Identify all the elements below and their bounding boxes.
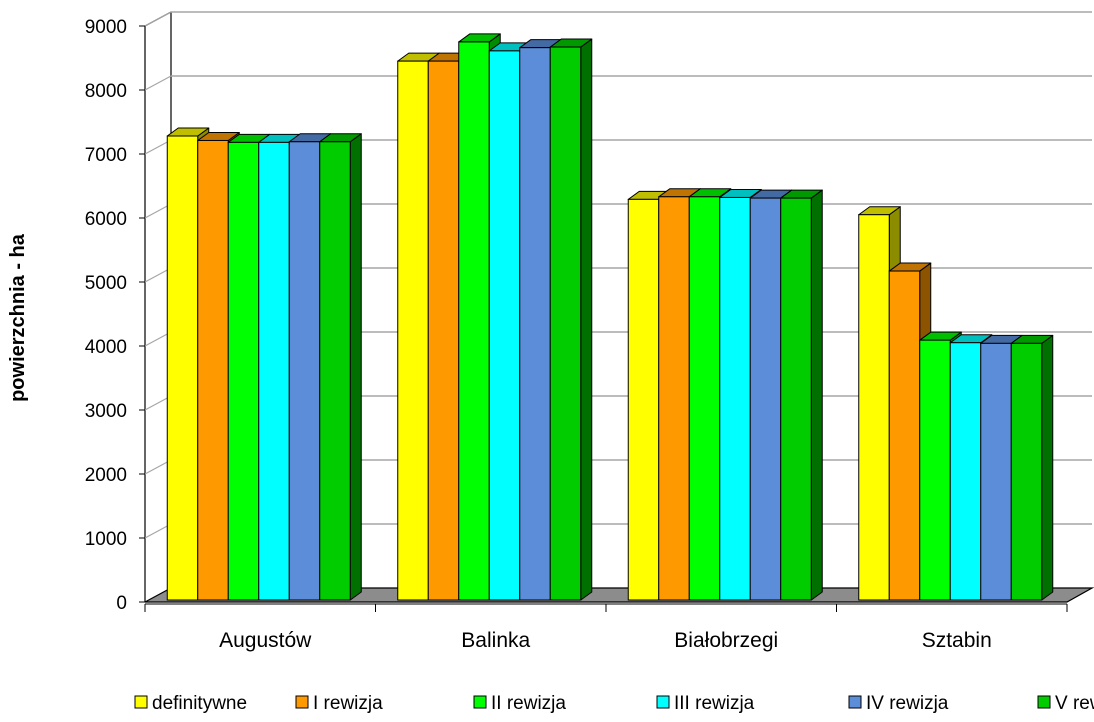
x-tick-label: Białobrzegi [674, 629, 778, 652]
legend-item: I rewizja [295, 693, 383, 714]
legend-item: definitywne [134, 693, 247, 714]
gridline-side [144, 75, 172, 91]
y-tick-label: 8000 [85, 81, 127, 102]
legend-item: II rewizja [473, 693, 566, 714]
y-tick-label: 1000 [85, 529, 127, 550]
bar [1010, 334, 1054, 601]
gridline-side [144, 139, 172, 155]
gridline-side [144, 459, 172, 475]
x-tick-label: Augustów [219, 629, 312, 652]
gridline-side [144, 11, 172, 27]
legend-swatch [1037, 695, 1051, 709]
legend-label: I rewizja [313, 693, 383, 714]
legend-item: IV rewizja [848, 693, 949, 714]
legend-swatch [295, 695, 309, 709]
bar [780, 189, 823, 601]
legend-item: III rewizja [656, 693, 755, 714]
bar [549, 38, 593, 601]
gridline-side [144, 395, 172, 411]
y-tick-label: 4000 [85, 337, 127, 358]
y-tick-label: 3000 [85, 401, 127, 422]
floor-plane [144, 587, 1094, 603]
bars [166, 33, 1054, 601]
y-tick-label: 9000 [85, 17, 127, 38]
y-tick-label: 0 [116, 593, 127, 614]
gridline-side [144, 523, 172, 539]
chart-floor [144, 587, 1094, 603]
legend-swatch [848, 695, 862, 709]
gridline-side [144, 331, 172, 347]
y-tick-label: 6000 [85, 209, 127, 230]
x-tick-label: Sztabin [922, 629, 992, 652]
x-axis: Augustów Balinka Białobrzegi Sztabin [144, 603, 1068, 652]
x-tick-label: Balinka [461, 629, 530, 652]
gridline-side [144, 203, 172, 219]
bar [319, 133, 362, 601]
y-axis: 0 1000 2000 3000 4000 5000 6000 7000 8000 9000 [85, 17, 145, 614]
legend-swatch [656, 695, 670, 709]
legend-label: definitywne [152, 693, 247, 714]
legend-label: IV rewizja [866, 693, 949, 714]
y-tick-label: 7000 [85, 145, 127, 166]
legend-label: II rewizja [491, 693, 566, 714]
legend-swatch [473, 695, 487, 709]
legend-label: V rewizja [1055, 693, 1094, 714]
y-tick-label: 5000 [85, 273, 127, 294]
y-axis-title: powierzchnia - ha [7, 233, 29, 402]
y-tick-label: 2000 [85, 465, 127, 486]
gridline-side [144, 267, 172, 283]
legend-swatch [134, 695, 148, 709]
legend: definitywne I rewizja II rewizja III rewizj… [134, 693, 1094, 714]
legend-item: V rewizja [1037, 693, 1094, 714]
legend-label: III rewizja [674, 693, 755, 714]
